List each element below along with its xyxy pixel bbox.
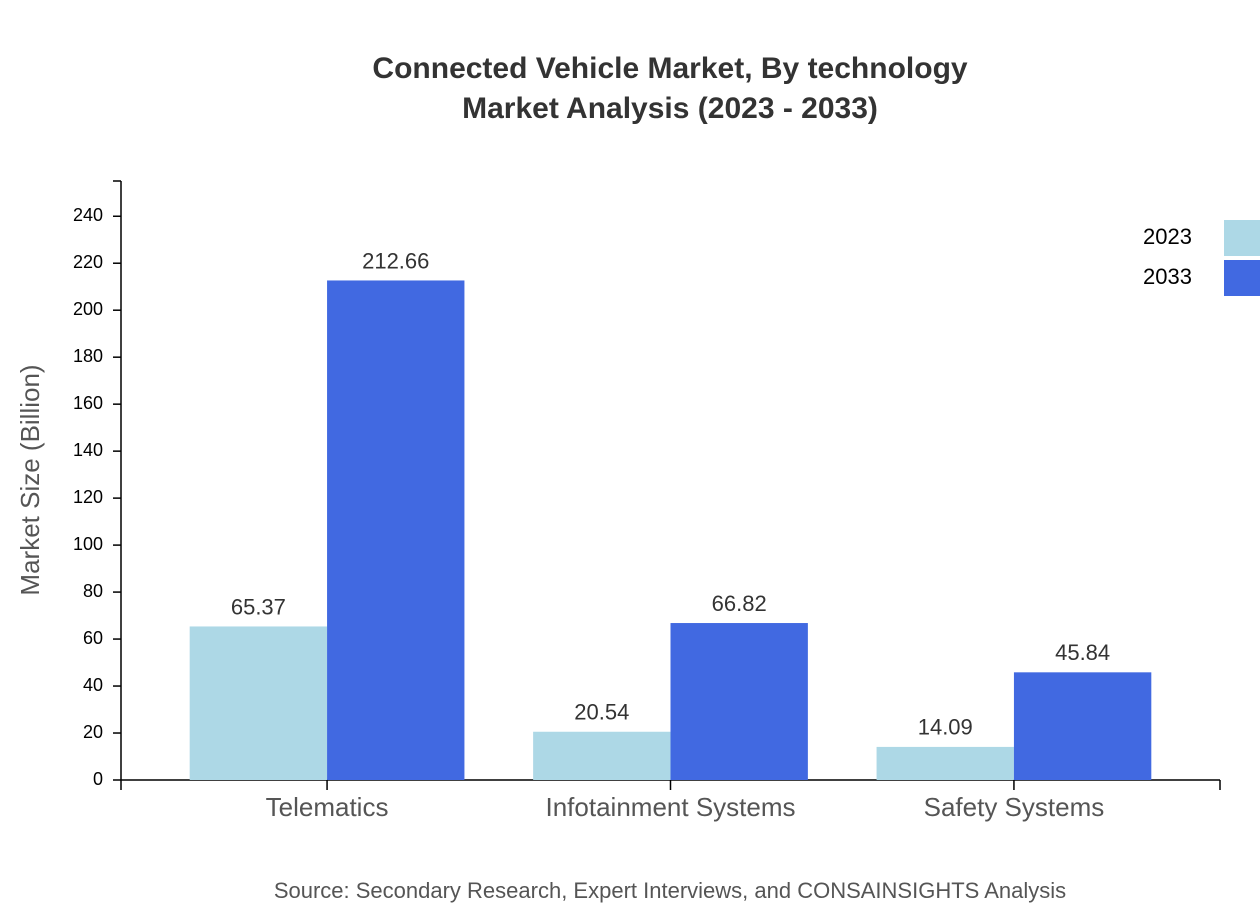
y-tick-label: 0 — [93, 769, 103, 789]
value-label: 14.09 — [918, 715, 973, 740]
bar — [327, 280, 465, 780]
y-tick-label: 140 — [73, 440, 103, 460]
bar — [189, 626, 328, 780]
legend-swatch — [1224, 220, 1260, 256]
bar — [670, 623, 808, 780]
x-tick-label: Telematics — [266, 792, 389, 822]
y-tick-label: 80 — [83, 581, 103, 601]
y-tick-label: 40 — [83, 675, 103, 695]
x-tick-label: Safety Systems — [924, 792, 1105, 822]
y-tick-label: 160 — [73, 393, 103, 413]
y-tick-label: 200 — [73, 299, 103, 319]
y-tick-label: 180 — [73, 346, 103, 366]
chart-subtitle: Market Analysis (2023 - 2033) — [462, 92, 878, 125]
legend-swatch — [1224, 260, 1260, 296]
y-axis-label: Market Size (Billion) — [15, 364, 45, 595]
source-note: Source: Secondary Research, Expert Inter… — [274, 878, 1066, 903]
y-tick-label: 240 — [73, 205, 103, 225]
y-tick-label: 100 — [73, 534, 103, 554]
value-label: 212.66 — [362, 248, 429, 273]
chart-title: Connected Vehicle Market, By technology — [372, 52, 967, 85]
y-tick-label: 20 — [83, 722, 103, 742]
bar — [876, 746, 1014, 780]
bar — [1013, 672, 1152, 780]
value-label: 65.37 — [231, 594, 286, 619]
value-label: 20.54 — [574, 700, 629, 725]
x-tick-label: Infotainment Systems — [546, 792, 796, 822]
value-label: 66.82 — [712, 591, 767, 616]
value-label: 45.84 — [1055, 640, 1110, 665]
y-tick-label: 220 — [73, 252, 103, 272]
legend-label: 2023 — [1143, 224, 1192, 249]
legend-label: 2033 — [1143, 264, 1192, 289]
y-tick-label: 60 — [83, 628, 103, 648]
bar — [533, 731, 671, 780]
y-tick-label: 120 — [73, 487, 103, 507]
